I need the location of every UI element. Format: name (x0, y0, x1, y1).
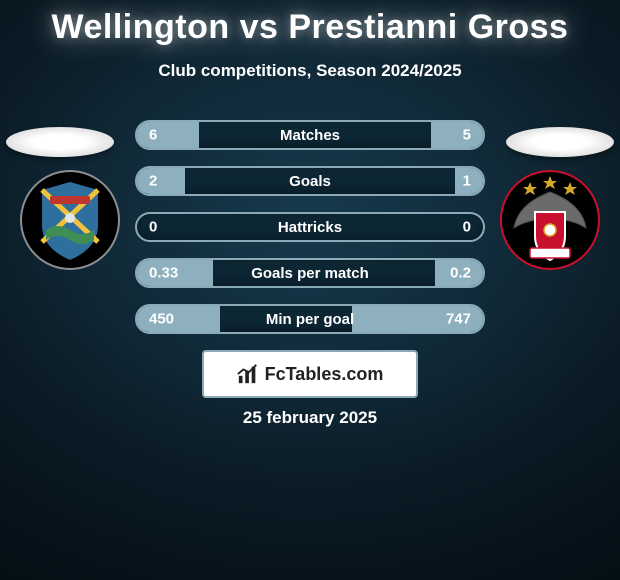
page-title: Wellington vs Prestianni Gross (0, 0, 620, 47)
brand-label: FcTables.com (265, 364, 384, 385)
stat-value-right: 747 (446, 311, 471, 328)
stat-value-left: 0 (149, 219, 157, 236)
stat-value-left: 0.33 (149, 265, 178, 282)
stat-fill-left (137, 168, 185, 194)
stats-table: 6 Matches 5 2 Goals 1 0 Hattricks 0 0.33 Goals per… (135, 120, 485, 350)
page-subtitle: Club competitions, Season 2024/2025 (0, 61, 620, 81)
player-photo-right (506, 127, 614, 157)
stat-label: Matches (280, 127, 340, 144)
stat-row: 6 Matches 5 (135, 120, 485, 150)
stat-label: Goals (289, 173, 331, 190)
club-badge-left (20, 170, 120, 270)
stat-value-right: 1 (463, 173, 471, 190)
stat-label: Hattricks (278, 219, 342, 236)
stat-label: Min per goal (266, 311, 354, 328)
stat-row: 450 Min per goal 747 (135, 304, 485, 334)
comparison-date: 25 february 2025 (0, 408, 620, 428)
stat-value-left: 450 (149, 311, 174, 328)
brand-box[interactable]: FcTables.com (202, 350, 418, 398)
stat-row: 2 Goals 1 (135, 166, 485, 196)
stat-row: 0.33 Goals per match 0.2 (135, 258, 485, 288)
chart-icon (237, 363, 259, 385)
club-badge-right (500, 170, 600, 270)
stat-value-right: 0 (463, 219, 471, 236)
stat-fill-right (431, 122, 483, 148)
player-photo-left (6, 127, 114, 157)
stat-label: Goals per match (251, 265, 369, 282)
stat-value-left: 6 (149, 127, 157, 144)
stat-row: 0 Hattricks 0 (135, 212, 485, 242)
stat-fill-left (137, 122, 199, 148)
stat-value-left: 2 (149, 173, 157, 190)
stat-value-right: 5 (463, 127, 471, 144)
stat-value-right: 0.2 (450, 265, 471, 282)
